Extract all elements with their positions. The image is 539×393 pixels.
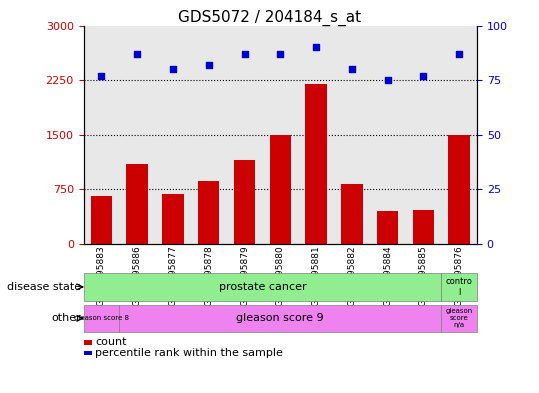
Bar [441, 273, 477, 301]
Bar [341, 184, 363, 244]
Text: gleason score 8: gleason score 8 [74, 315, 129, 321]
Text: disease state: disease state [6, 282, 81, 292]
Bar [84, 351, 92, 355]
Point [204, 62, 213, 68]
Text: GDS5072 / 204184_s_at: GDS5072 / 204184_s_at [178, 10, 361, 26]
Bar [91, 196, 112, 244]
Text: count: count [95, 337, 127, 347]
Point [133, 51, 142, 57]
Bar [84, 305, 119, 332]
Point [312, 44, 320, 50]
Bar [127, 163, 148, 244]
Bar [413, 210, 434, 244]
Bar [84, 340, 92, 345]
Bar [162, 194, 184, 244]
Point [169, 66, 177, 72]
Point [383, 77, 392, 83]
Text: other: other [51, 313, 81, 323]
Text: percentile rank within the sample: percentile rank within the sample [95, 348, 284, 358]
Point [97, 73, 106, 79]
Point [276, 51, 285, 57]
Bar [198, 181, 219, 244]
Point [419, 73, 427, 79]
Bar [234, 160, 255, 244]
Bar [448, 134, 470, 244]
Point [240, 51, 249, 57]
Text: gleason
score
n/a: gleason score n/a [446, 309, 473, 328]
Text: gleason score 9: gleason score 9 [237, 313, 324, 323]
Bar [119, 305, 441, 332]
Bar [84, 273, 441, 301]
Point [348, 66, 356, 72]
Text: contro
l: contro l [446, 277, 473, 297]
Bar [270, 134, 291, 244]
Point [455, 51, 464, 57]
Text: prostate cancer: prostate cancer [219, 282, 306, 292]
Bar [441, 305, 477, 332]
Bar [377, 211, 398, 244]
Bar [305, 84, 327, 244]
